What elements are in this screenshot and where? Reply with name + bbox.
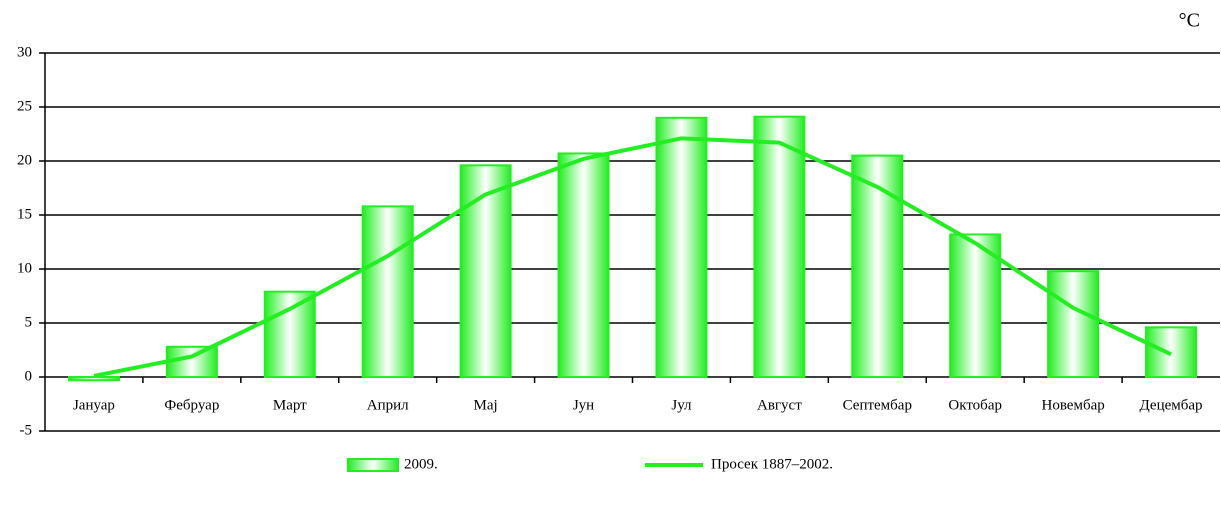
bar [557, 152, 610, 378]
x-tick-label: Јун [573, 397, 594, 413]
x-tick-label: Октобар [948, 397, 1002, 413]
y-tick-label: 30 [17, 44, 32, 60]
x-tick-label: Април [367, 397, 409, 413]
line [93, 136, 1172, 378]
bar [67, 376, 120, 382]
y-tick-label: 15 [17, 206, 32, 222]
bar [851, 154, 904, 378]
x-tick-label: Август [757, 397, 802, 413]
y-tick-label: 0 [25, 368, 33, 384]
unit-label: °C [1179, 10, 1200, 32]
x-tick-label: Септембар [843, 397, 912, 413]
y-tick-label: -5 [20, 422, 33, 438]
bar [361, 205, 414, 378]
bar [263, 290, 316, 378]
x-tick-label: Јул [671, 397, 692, 413]
x-tick-label: Март [273, 397, 307, 413]
x-tick-label: Новембар [1041, 397, 1104, 413]
bar [753, 115, 806, 378]
x-tick-label: Децембар [1140, 397, 1203, 413]
bar [655, 116, 708, 379]
bar [459, 164, 512, 378]
x-tick-label: Јануар [73, 397, 115, 413]
legend-swatch [347, 458, 399, 472]
bar [1047, 270, 1100, 378]
legend-label: Просек 1887–2002. [711, 456, 833, 472]
legend-label: 2009. [404, 456, 438, 472]
y-tick-label: 25 [17, 98, 32, 114]
y-tick-label: 20 [17, 152, 32, 168]
y-tick-label: 5 [25, 314, 33, 330]
x-tick-label: Фебруар [164, 397, 219, 413]
bar [949, 233, 1002, 378]
x-tick-label: Мај [474, 397, 498, 413]
y-tick-label: 10 [17, 260, 32, 276]
